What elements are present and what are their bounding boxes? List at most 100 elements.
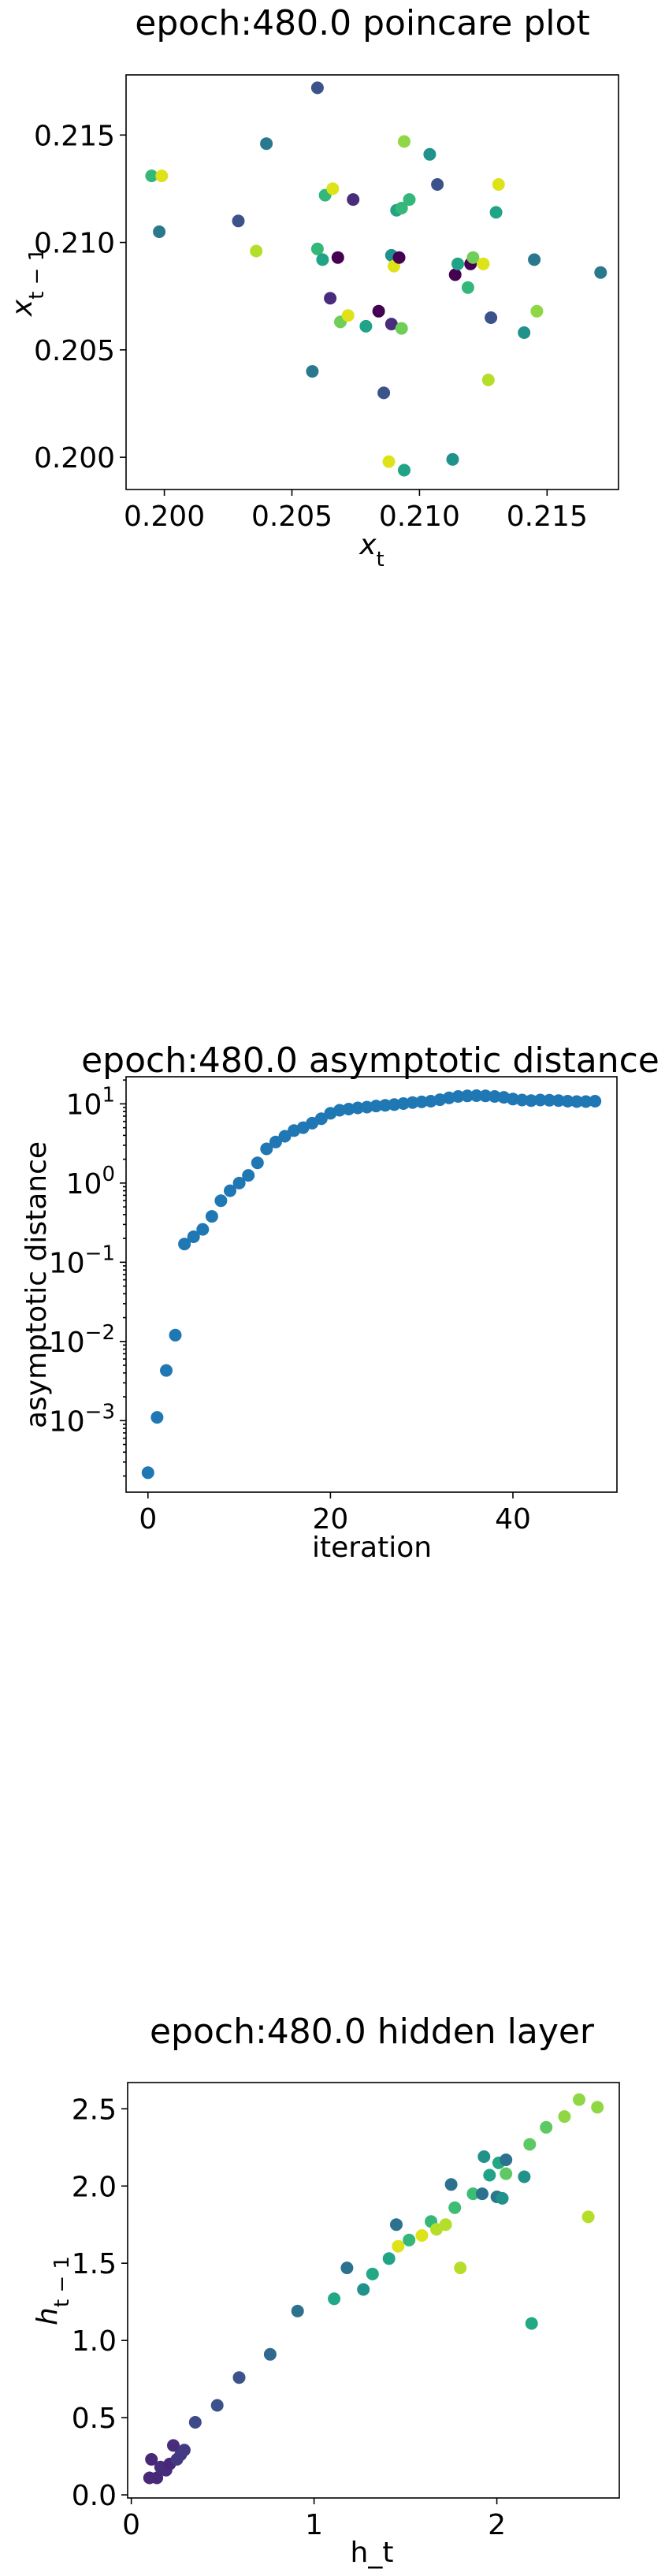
poincare-x-tick-label-2: 0.210 bbox=[379, 501, 460, 533]
hidden-layer-point-33 bbox=[483, 2168, 496, 2182]
hidden-layer-point-18 bbox=[366, 2267, 379, 2280]
hidden-layer-point-16 bbox=[340, 2261, 354, 2275]
hidden-layer-point-19 bbox=[382, 2252, 396, 2265]
poincare-point-16 bbox=[347, 193, 360, 207]
poincare-point-1 bbox=[153, 225, 166, 238]
poincare-point-28 bbox=[398, 463, 411, 477]
poincare-point-5 bbox=[260, 137, 273, 151]
poincare-y-tick-label-3: 0.215 bbox=[34, 120, 115, 152]
asymptotic-distance-plot-frame bbox=[125, 1076, 618, 1493]
poincare-point-26 bbox=[395, 322, 408, 335]
poincare-point-29 bbox=[398, 135, 411, 148]
asymptotic-distance-ticks: 0 20 40 10−3 10−2 10−1 100 101 bbox=[49, 1079, 531, 1536]
poincare-point-46 bbox=[530, 304, 544, 318]
hidden-layer-point-36 bbox=[496, 2191, 509, 2205]
hidden-layer-point-14 bbox=[291, 2304, 304, 2317]
hidden-layer-point-38 bbox=[500, 2153, 513, 2166]
poincare-point-18 bbox=[372, 304, 385, 318]
asymptotic-distance-point-15 bbox=[278, 1130, 292, 1143]
asymptotic-distance-x-tick-label-0: 0 bbox=[139, 1503, 157, 1536]
poincare-point-17 bbox=[359, 319, 373, 333]
poincare-point-7 bbox=[310, 81, 324, 95]
poincare-point-31 bbox=[423, 147, 437, 161]
hidden-layer-point-10 bbox=[188, 2416, 202, 2429]
hidden-layer-chart: epoch:480.0 hidden layer 0 1 2 0.0 0.5 1.0 1.5… bbox=[32, 2012, 620, 2569]
poincare-y-tick-label-0: 0.200 bbox=[34, 442, 115, 475]
hidden-layer-chart-title: epoch:480.0 hidden layer bbox=[150, 2012, 595, 2052]
asymptotic-distance-x-tick-label-1: 20 bbox=[312, 1503, 348, 1536]
poincare-ticks: 0.200 0.205 0.210 0.215 0.200 0.205 0.210 0.215 bbox=[34, 120, 588, 533]
hidden-layer-y-tick-label-3: 1.5 bbox=[72, 2248, 117, 2280]
poincare-point-34 bbox=[448, 268, 462, 281]
hidden-layer-point-6 bbox=[167, 2439, 180, 2452]
poincare-point-12 bbox=[326, 182, 340, 195]
asymptotic-distance-point-43 bbox=[533, 1093, 547, 1107]
hidden-layer-point-23 bbox=[415, 2229, 429, 2242]
poincare-x-tick-label-1: 0.205 bbox=[251, 501, 332, 533]
hidden-layer-plot-frame bbox=[127, 2082, 620, 2499]
poincare-point-25 bbox=[392, 251, 406, 264]
asymptotic-distance-point-12 bbox=[251, 1156, 264, 1170]
hidden-layer-x-tick-label-1: 1 bbox=[305, 2509, 323, 2541]
poincare-point-45 bbox=[528, 253, 541, 266]
asymptotic-distance-y-tick-label-0: 10−3 bbox=[49, 1400, 115, 1438]
hidden-layer-y-tick-label-1: 0.5 bbox=[72, 2403, 117, 2435]
poincare-point-2 bbox=[155, 169, 169, 183]
poincare-point-30 bbox=[403, 193, 416, 207]
poincare-point-43 bbox=[492, 178, 505, 191]
asymptotic-distance-point-2 bbox=[160, 1364, 173, 1377]
hidden-layer-point-31 bbox=[476, 2187, 489, 2201]
poincare-point-9 bbox=[316, 253, 329, 266]
asymptotic-distance-point-36 bbox=[470, 1089, 483, 1102]
hidden-layer-y-tick-label-5: 2.5 bbox=[72, 2094, 117, 2126]
poincare-chart: epoch:480.0 poincare plot 0.200 0.205 0.21… bbox=[6, 3, 619, 571]
asymptotic-distance-point-9 bbox=[224, 1184, 236, 1197]
asymptotic-distance-point-28 bbox=[397, 1097, 410, 1110]
asymptotic-distance-point-7 bbox=[205, 1210, 218, 1223]
asymptotic-distance-point-0 bbox=[141, 1466, 154, 1480]
asymptotic-distance-point-44 bbox=[543, 1093, 556, 1107]
asymptotic-distance-point-14 bbox=[269, 1135, 282, 1148]
poincare-point-35 bbox=[451, 257, 464, 270]
hidden-layer-point-41 bbox=[523, 2138, 537, 2151]
hidden-layer-y-axis-label: ht − 1 bbox=[32, 2256, 74, 2325]
asymptotic-distance-chart: epoch:480.0 asymptotic distance 0 20 40 10−… bbox=[20, 1040, 659, 1564]
asymptotic-distance-point-29 bbox=[406, 1096, 419, 1109]
poincare-chart-title: epoch:480.0 poincare plot bbox=[135, 3, 589, 43]
hidden-layer-point-29 bbox=[454, 2261, 467, 2275]
asymptotic-distance-point-26 bbox=[378, 1099, 392, 1112]
poincare-point-36 bbox=[461, 281, 474, 294]
poincare-x-tick-label-3: 0.215 bbox=[507, 501, 588, 533]
poincare-point-42 bbox=[489, 206, 503, 219]
asymptotic-distance-point-49 bbox=[589, 1095, 602, 1107]
hidden-layer-x-axis-label: h_t bbox=[351, 2537, 394, 2569]
asymptotic-distance-y-tick-label-1: 10−2 bbox=[49, 1321, 115, 1359]
hidden-layer-y-tick-label-4: 2.0 bbox=[72, 2171, 117, 2203]
hidden-layer-point-44 bbox=[573, 2093, 585, 2106]
asymptotic-distance-point-34 bbox=[451, 1090, 465, 1103]
hidden-layer-point-22 bbox=[403, 2233, 416, 2247]
hidden-layer-point-2 bbox=[145, 2453, 158, 2466]
hidden-layer-point-32 bbox=[477, 2150, 491, 2163]
poincare-point-47 bbox=[594, 266, 607, 279]
asymptotic-distance-x-axis-label: iteration bbox=[312, 1532, 432, 1564]
hidden-layer-point-40 bbox=[525, 2317, 538, 2330]
poincare-point-3 bbox=[232, 214, 245, 228]
poincare-point-15 bbox=[341, 309, 355, 322]
asymptotic-distance-point-40 bbox=[507, 1093, 519, 1106]
asymptotic-distance-point-25 bbox=[370, 1100, 383, 1113]
asymptotic-distance-point-35 bbox=[461, 1089, 474, 1103]
hidden-layer-point-30 bbox=[466, 2187, 480, 2201]
hidden-layer-point-39 bbox=[518, 2170, 531, 2183]
asymptotic-distance-point-21 bbox=[333, 1104, 346, 1117]
poincare-y-tick-label-2: 0.210 bbox=[34, 228, 115, 260]
hidden-layer-point-20 bbox=[390, 2218, 403, 2232]
hidden-layer-point-45 bbox=[581, 2210, 595, 2224]
poincare-point-19 bbox=[377, 386, 391, 400]
poincare-point-38 bbox=[466, 251, 480, 264]
asymptotic-distance-point-10 bbox=[232, 1176, 246, 1189]
hidden-layer-points bbox=[143, 2093, 604, 2485]
asymptotic-distance-x-tick-label-2: 40 bbox=[495, 1503, 531, 1536]
asymptotic-distance-point-11 bbox=[242, 1169, 255, 1182]
poincare-x-axis-label: xt bbox=[359, 529, 385, 571]
